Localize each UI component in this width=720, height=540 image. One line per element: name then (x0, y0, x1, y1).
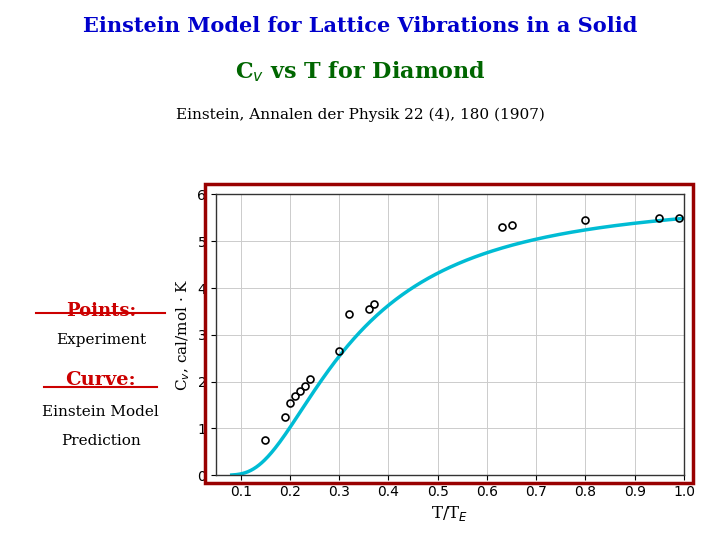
Text: Einstein Model for Lattice Vibrations in a Solid: Einstein Model for Lattice Vibrations in… (83, 16, 637, 36)
Text: Experiment: Experiment (55, 333, 146, 347)
Text: C$_v$ vs T for Diamond: C$_v$ vs T for Diamond (235, 59, 485, 84)
Text: Prediction: Prediction (61, 434, 140, 448)
X-axis label: T/T$_E$: T/T$_E$ (431, 504, 469, 523)
Text: Curve:: Curve: (66, 371, 136, 389)
Text: Einstein Model: Einstein Model (42, 406, 159, 420)
Text: Einstein, Annalen der Physik 22 (4), 180 (1907): Einstein, Annalen der Physik 22 (4), 180… (176, 108, 544, 123)
Text: Points:: Points: (66, 302, 136, 320)
Y-axis label: C$_v$, cal/mol · K: C$_v$, cal/mol · K (174, 279, 192, 391)
